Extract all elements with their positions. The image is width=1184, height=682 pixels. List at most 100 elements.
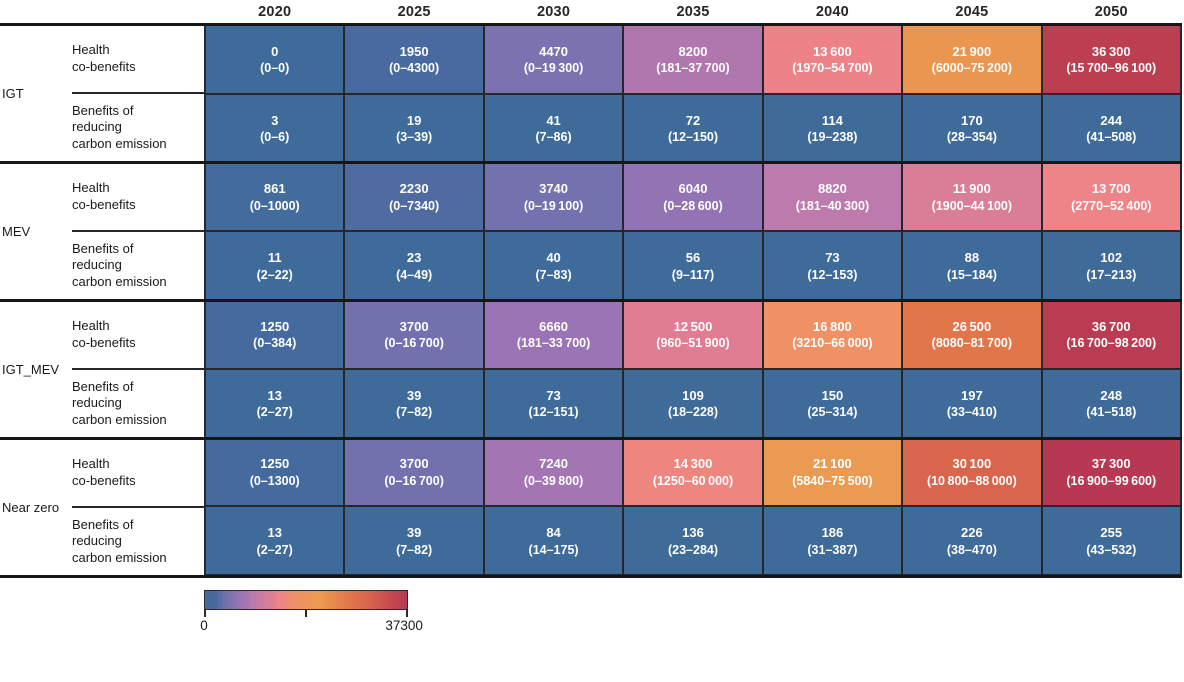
cell-value: 36 700 [1091, 318, 1131, 334]
cell-value: 84 [546, 525, 561, 541]
colorbar-tick-max [406, 610, 408, 617]
metric-label-health: Health co-benefits [72, 42, 136, 74]
cell-value: 109 [682, 387, 704, 403]
group-separator-line [0, 575, 1182, 578]
cell-igt-benefits-2020: 3 (0–6) [206, 94, 344, 162]
cell-igt-health-2050: 36 300 (15 700–96 100) [1042, 26, 1180, 93]
cell-igt_mev-benefits-2040: 150 (25–314) [763, 369, 902, 437]
cell-range: (41–518) [1086, 405, 1137, 420]
cell-igt_mev-health-2050: 36 700 (16 700–98 200) [1042, 301, 1180, 368]
group-inner-divider [72, 230, 204, 232]
cell-value: 39 [406, 387, 422, 403]
group-separator-line [0, 437, 1182, 440]
cell-range: (41–508) [1086, 130, 1137, 145]
cell-range: (2–22) [256, 267, 293, 282]
cell-igt-benefits-2035: 72 (12–150) [624, 94, 762, 162]
cell-range: (0–39 800) [523, 473, 584, 488]
cell-range: (9–117) [671, 267, 715, 282]
cell-range: (3210–66 000) [792, 336, 873, 351]
cell-value: 26 500 [952, 318, 992, 334]
cell-value: 11 900 [952, 181, 991, 197]
cell-value: 56 [685, 250, 701, 266]
cell-value: 0 [271, 43, 279, 59]
cell-igt-health-2025: 1950 (0–4300) [345, 26, 483, 93]
cell-range: (1970–54 700) [792, 61, 873, 76]
cell-value: 226 [961, 525, 983, 541]
cell-value: 36 300 [1091, 43, 1131, 59]
metric-label-column: Health co-benefits Benefits of reducing c… [72, 24, 204, 162]
cell-value: 12 500 [673, 318, 713, 334]
cell-range: (0–0) [260, 61, 290, 76]
cell-value: 248 [1100, 387, 1123, 403]
cell-range: (18–228) [667, 405, 719, 420]
cell-range: (31–387) [807, 542, 858, 557]
group-separator-line [0, 161, 1182, 164]
cell-value: 13 700 [1091, 181, 1131, 197]
cell-range: (12–150) [667, 130, 719, 145]
cell-value: 3 [271, 112, 279, 128]
metric-label-health: Health co-benefits [72, 318, 136, 350]
cell-range: (3–39) [396, 130, 433, 145]
cell-range: (1250–60 000) [652, 473, 734, 488]
cell-igt-benefits-2030: 41 (7–86) [484, 94, 623, 162]
cell-value: 13 [267, 387, 282, 403]
cell-value: 244 [1100, 112, 1123, 128]
cell-value: 150 [821, 387, 844, 403]
cell-near-zero-health-2030: 7240 (0–39 800) [484, 438, 623, 506]
cell-range: (0–384) [253, 336, 297, 351]
cell-range: (2770–52 400) [1071, 198, 1152, 213]
cell-igt-benefits-2040: 114 (19–238) [763, 94, 902, 162]
row-group-near-zero: Near zero Health co-benefits Benefits of r… [0, 438, 204, 576]
group-label: Near zero [2, 499, 60, 515]
cell-igt-health-2030: 4470 (0–19 300) [484, 26, 623, 93]
cell-igt_mev-health-2035: 12 500 (960–51 900) [624, 301, 762, 368]
cell-igt-benefits-2050: 244 (41–508) [1042, 94, 1180, 162]
cell-value: 2230 [399, 181, 429, 197]
cell-near-zero-health-2025: 3700 (0–16 700) [345, 438, 483, 506]
cell-igt_mev-benefits-2045: 197 (33–410) [903, 369, 1041, 437]
colorbar-gradient [204, 590, 408, 610]
metric-label-health: Health co-benefits [72, 456, 136, 488]
year-label-2030: 2030 [537, 4, 571, 20]
cell-igt-health-2035: 8200 (181–37 700) [624, 26, 762, 93]
cell-value: 13 [267, 525, 282, 541]
cell-range: (12–151) [528, 405, 579, 420]
cell-range: (0–16 700) [384, 473, 444, 488]
cell-mev-health-2025: 2230 (0–7340) [345, 163, 483, 231]
cell-igt-benefits-2025: 19 (3–39) [345, 94, 483, 162]
year-label-2050: 2050 [1094, 4, 1128, 20]
cell-igt_mev-health-2030: 6660 (181–33 700) [484, 301, 623, 368]
year-label-2025: 2025 [397, 4, 431, 20]
cell-value: 16 800 [813, 318, 852, 334]
cell-range: (7–82) [396, 542, 433, 557]
cell-near-zero-health-2050: 37 300 (16 900–99 600) [1042, 438, 1180, 506]
cell-range: (7–86) [535, 130, 572, 145]
row-group-mev: MEV Health co-benefits Benefits of reducin… [0, 162, 204, 300]
metric-label-benefits: Benefits of reducing carbon emission [72, 241, 167, 289]
cell-range: (4–49) [396, 267, 433, 282]
cell-range: (181–37 700) [656, 61, 730, 76]
cell-value: 186 [821, 525, 844, 541]
metric-label-benefits: Benefits of reducing carbon emission [72, 379, 167, 427]
cell-range: (12–153) [807, 267, 858, 282]
cell-mev-health-2035: 6040 (0–28 600) [624, 163, 762, 231]
cell-value: 8820 [817, 181, 847, 197]
cell-value: 8200 [678, 43, 708, 59]
group-label: MEV [2, 223, 31, 239]
cell-value: 21 100 [813, 456, 852, 472]
cell-range: (28–354) [946, 130, 997, 145]
cell-value: 40 [546, 250, 561, 266]
cell-range: (10 800–88 000) [926, 473, 1017, 488]
cell-range: (5840–75 500) [792, 473, 873, 488]
cell-near-zero-health-2035: 14 300 (1250–60 000) [624, 438, 762, 506]
cell-igt_mev-health-2040: 16 800 (3210–66 000) [763, 301, 902, 368]
cell-range: (960–51 900) [656, 336, 730, 351]
cell-range: (8080–81 700) [931, 336, 1013, 351]
cell-value: 1250 [260, 318, 290, 334]
cell-range: (7–83) [535, 267, 572, 282]
cell-value: 7240 [539, 456, 569, 472]
cell-value: 13 600 [813, 43, 852, 59]
year-header-row: 2020 2025 2030 2035 2040 2045 2050 [204, 0, 1182, 24]
colorbar-tick-mid [305, 610, 307, 617]
